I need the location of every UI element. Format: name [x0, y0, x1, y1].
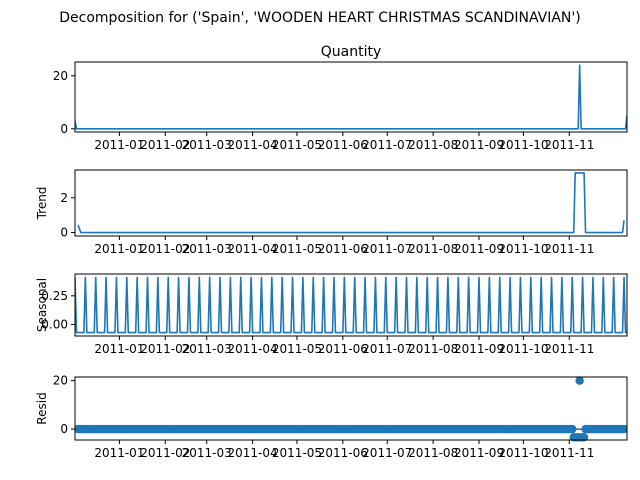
xtick-label-trend: 2011-06 — [318, 242, 368, 256]
xtick-label-resid: 2011-07 — [362, 446, 412, 460]
xtick-label-seasonal: 2011-02 — [140, 342, 190, 356]
xtick-label-quantity: 2011-10 — [498, 138, 548, 152]
panel-seasonal: Seasonal0.000.252011-012011-022011-03201… — [35, 273, 628, 356]
ytick-label-quantity: 20 — [53, 69, 68, 83]
ytick-label-resid: 20 — [53, 374, 68, 388]
series-group-trend — [77, 172, 625, 234]
xtick-label-resid: 2011-04 — [228, 446, 278, 460]
series-group-seasonal — [75, 276, 627, 334]
resid-point — [568, 424, 577, 434]
xtick-label-quantity: 2011-11 — [544, 138, 594, 152]
ytick-label-resid: 0 — [60, 422, 68, 436]
axes-frame-seasonal — [74, 273, 628, 337]
resid-point — [575, 376, 584, 385]
xtick-label-seasonal: 2011-01 — [94, 342, 144, 356]
ylabel-trend: Trend — [35, 187, 49, 221]
xtick-label-seasonal: 2011-07 — [362, 342, 412, 356]
xtick-label-quantity: 2011-03 — [182, 138, 232, 152]
xtick-label-resid: 2011-08 — [408, 446, 458, 460]
ylabel-resid: Resid — [35, 392, 49, 424]
ylabel-seasonal: Seasonal — [35, 278, 49, 332]
xtick-label-seasonal: 2011-10 — [498, 342, 548, 356]
panel-title-quantity: Quantity — [321, 44, 382, 60]
ytick-label-trend: 2 — [60, 191, 68, 205]
xtick-label-resid: 2011-01 — [94, 446, 144, 460]
ytick-label-quantity: 0 — [60, 122, 68, 136]
series-line-trend — [77, 172, 625, 234]
xtick-label-trend: 2011-07 — [362, 242, 412, 256]
series-line-seasonal — [75, 276, 627, 334]
xtick-label-trend: 2011-10 — [498, 242, 548, 256]
xtick-label-trend: 2011-05 — [272, 242, 322, 256]
xtick-label-trend: 2011-09 — [454, 242, 504, 256]
xtick-label-seasonal: 2011-06 — [318, 342, 368, 356]
panels-group: Quantity0202011-012011-022011-032011-042… — [35, 44, 628, 460]
xtick-label-seasonal: 2011-08 — [408, 342, 458, 356]
ytick-label-trend: 0 — [60, 226, 68, 240]
panel-resid: Resid0202011-012011-022011-032011-042011… — [35, 374, 628, 460]
axes-frame-quantity — [74, 61, 628, 133]
xtick-label-quantity: 2011-02 — [140, 138, 190, 152]
xtick-label-resid: 2011-03 — [182, 446, 232, 460]
xtick-label-seasonal: 2011-05 — [272, 342, 322, 356]
panel-quantity: Quantity0202011-012011-022011-032011-042… — [53, 44, 628, 152]
panel-trend: Trend022011-012011-022011-032011-042011-… — [35, 169, 628, 256]
axes-frame-resid — [74, 376, 628, 441]
xtick-label-resid: 2011-06 — [318, 446, 368, 460]
resid-point — [619, 424, 627, 434]
xtick-label-trend: 2011-04 — [228, 242, 278, 256]
resid-point — [579, 433, 589, 442]
xtick-label-trend: 2011-03 — [182, 242, 232, 256]
xtick-label-quantity: 2011-09 — [454, 138, 504, 152]
axes-frame-trend — [74, 169, 628, 237]
xtick-label-trend: 2011-11 — [544, 242, 594, 256]
xtick-label-quantity: 2011-06 — [318, 138, 368, 152]
xtick-label-quantity: 2011-01 — [94, 138, 144, 152]
xtick-label-quantity: 2011-04 — [228, 138, 278, 152]
xtick-label-resid: 2011-02 — [140, 446, 190, 460]
xtick-label-resid: 2011-09 — [454, 446, 504, 460]
xtick-label-trend: 2011-02 — [140, 242, 190, 256]
xtick-label-resid: 2011-05 — [272, 446, 322, 460]
series-line-quantity — [75, 64, 627, 130]
series-group-quantity — [75, 64, 627, 130]
xtick-label-seasonal: 2011-09 — [454, 342, 504, 356]
xtick-label-quantity: 2011-05 — [272, 138, 322, 152]
figure-suptitle: Decomposition for ('Spain', 'WOODEN HEAR… — [59, 10, 580, 26]
xtick-label-seasonal: 2011-11 — [544, 342, 594, 356]
series-group-resid — [75, 376, 627, 442]
ytick-label-seasonal: 0.00 — [41, 318, 68, 332]
xtick-label-quantity: 2011-08 — [408, 138, 458, 152]
xtick-label-seasonal: 2011-04 — [228, 342, 278, 356]
xtick-label-resid: 2011-10 — [498, 446, 548, 460]
xtick-label-resid: 2011-11 — [544, 446, 594, 460]
xtick-label-quantity: 2011-07 — [362, 138, 412, 152]
xtick-label-trend: 2011-08 — [408, 242, 458, 256]
xtick-label-seasonal: 2011-03 — [182, 342, 232, 356]
ytick-label-seasonal: 0.25 — [41, 289, 68, 303]
xtick-label-trend: 2011-01 — [94, 242, 144, 256]
